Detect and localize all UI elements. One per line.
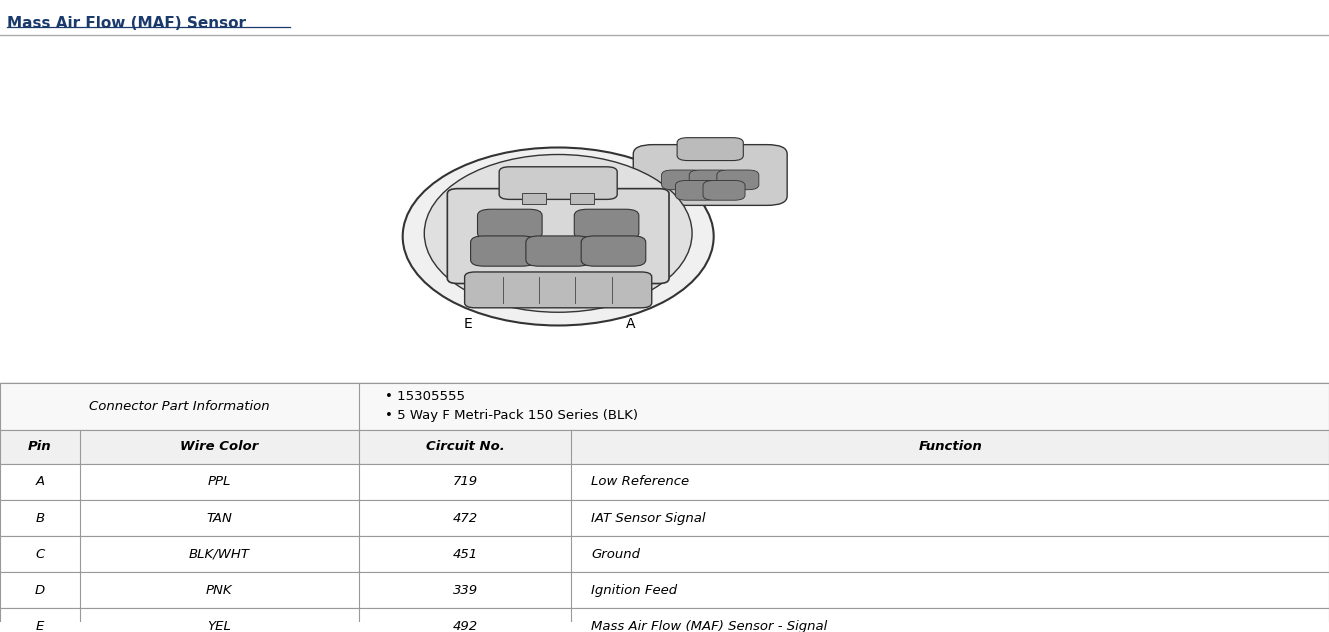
- Bar: [0, 609, 1329, 632]
- Text: Pin: Pin: [28, 441, 52, 453]
- Text: E: E: [36, 620, 44, 632]
- Text: Function: Function: [918, 441, 982, 453]
- Text: PNK: PNK: [206, 584, 233, 597]
- Ellipse shape: [424, 154, 692, 312]
- Text: Wire Color: Wire Color: [181, 441, 258, 453]
- Text: C: C: [36, 548, 44, 561]
- FancyBboxPatch shape: [675, 181, 718, 200]
- Text: 339: 339: [453, 584, 477, 597]
- Bar: [0, 464, 1329, 500]
- FancyBboxPatch shape: [574, 209, 639, 240]
- Text: Ground: Ground: [591, 548, 641, 561]
- FancyBboxPatch shape: [703, 181, 746, 200]
- Text: • 15305555
• 5 Way F Metri-Pack 150 Series (BLK): • 15305555 • 5 Way F Metri-Pack 150 Seri…: [385, 390, 638, 422]
- FancyBboxPatch shape: [522, 193, 546, 204]
- Text: TAN: TAN: [206, 511, 233, 525]
- FancyBboxPatch shape: [570, 193, 594, 204]
- Bar: [0, 383, 1329, 430]
- Text: Ignition Feed: Ignition Feed: [591, 584, 678, 597]
- Text: PPL: PPL: [207, 475, 231, 489]
- FancyBboxPatch shape: [716, 170, 759, 190]
- FancyBboxPatch shape: [526, 236, 590, 266]
- FancyBboxPatch shape: [448, 188, 668, 284]
- Text: Low Reference: Low Reference: [591, 475, 690, 489]
- Bar: [0, 383, 1329, 623]
- Text: Connector Part Information: Connector Part Information: [89, 399, 270, 413]
- Text: BLK/WHT: BLK/WHT: [189, 548, 250, 561]
- Ellipse shape: [403, 147, 714, 325]
- Text: 451: 451: [453, 548, 477, 561]
- Text: YEL: YEL: [207, 620, 231, 632]
- Text: B: B: [36, 511, 44, 525]
- FancyBboxPatch shape: [465, 272, 651, 308]
- FancyBboxPatch shape: [676, 138, 743, 161]
- Text: A: A: [626, 317, 635, 331]
- Text: A: A: [36, 475, 44, 489]
- Text: E: E: [464, 317, 473, 331]
- FancyBboxPatch shape: [500, 167, 617, 200]
- Text: 492: 492: [453, 620, 477, 632]
- Text: 719: 719: [453, 475, 477, 489]
- FancyBboxPatch shape: [633, 145, 787, 205]
- Text: Mass Air Flow (MAF) Sensor: Mass Air Flow (MAF) Sensor: [7, 16, 246, 30]
- Text: Mass Air Flow (MAF) Sensor - Signal: Mass Air Flow (MAF) Sensor - Signal: [591, 620, 828, 632]
- Text: 472: 472: [453, 511, 477, 525]
- Bar: [0, 536, 1329, 572]
- Bar: [0, 430, 1329, 464]
- Text: D: D: [35, 584, 45, 597]
- Text: Circuit No.: Circuit No.: [425, 441, 505, 453]
- FancyBboxPatch shape: [581, 236, 646, 266]
- Bar: [0, 572, 1329, 609]
- FancyBboxPatch shape: [470, 236, 536, 266]
- Text: IAT Sensor Signal: IAT Sensor Signal: [591, 511, 706, 525]
- FancyBboxPatch shape: [690, 170, 731, 190]
- Bar: [0, 500, 1329, 536]
- FancyBboxPatch shape: [662, 170, 703, 190]
- FancyBboxPatch shape: [477, 209, 542, 240]
